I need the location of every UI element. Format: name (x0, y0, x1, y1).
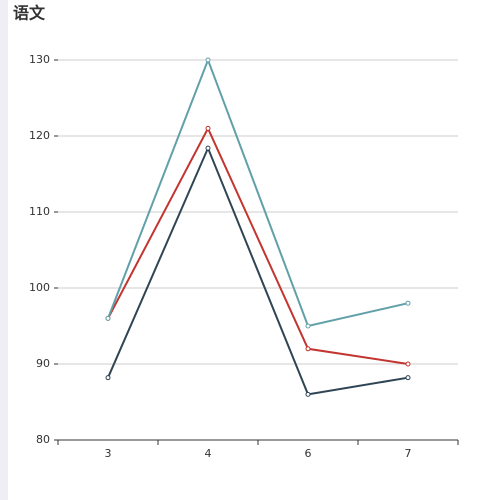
series-line (107, 57, 409, 328)
y-tick-label: 110 (29, 205, 50, 218)
y-tick-label: 100 (29, 281, 50, 294)
point (405, 361, 411, 367)
point (105, 375, 111, 381)
point (305, 346, 311, 352)
x-tick-label: 3 (105, 447, 112, 460)
point (405, 375, 411, 381)
point (305, 323, 311, 329)
series-line (107, 145, 409, 396)
point (405, 300, 411, 306)
point (205, 125, 211, 131)
point (105, 315, 111, 321)
x-tick-label: 7 (405, 447, 412, 460)
side-strip (0, 0, 8, 500)
x-tick-label: 6 (305, 447, 312, 460)
x-tick-label: 4 (205, 447, 212, 460)
chart-title: 语文 (13, 4, 46, 23)
series-line (107, 126, 409, 365)
point (205, 57, 211, 63)
point (305, 391, 311, 397)
y-tick-label: 90 (36, 357, 50, 370)
y-tick-label: 120 (29, 129, 50, 142)
point (205, 145, 211, 151)
y-tick-label: 130 (29, 53, 50, 66)
y-tick-label: 80 (36, 433, 50, 446)
